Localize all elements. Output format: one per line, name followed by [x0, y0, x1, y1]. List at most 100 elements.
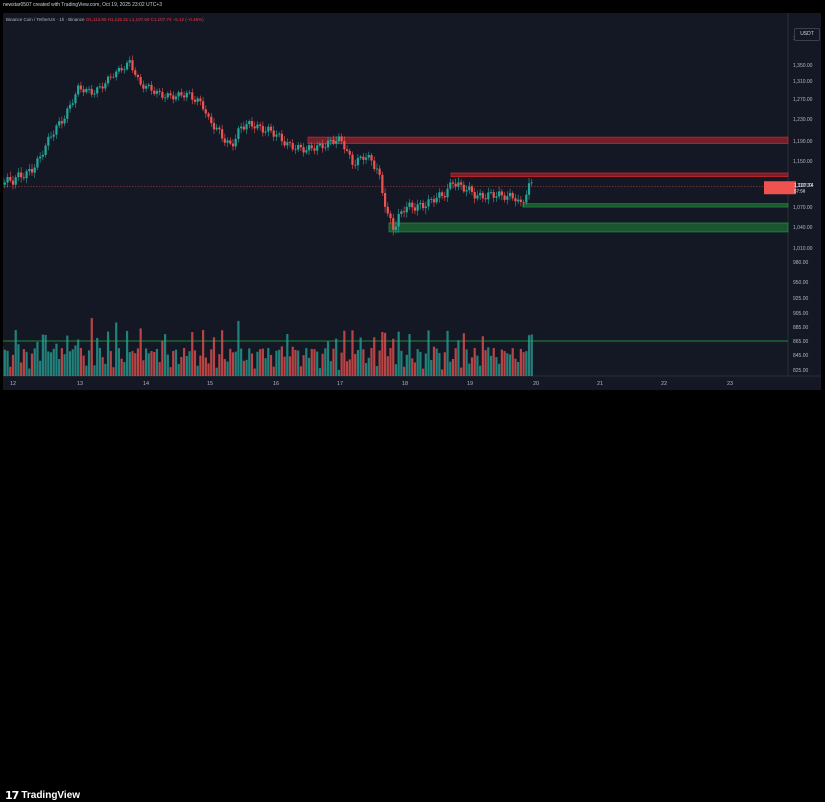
candle-body	[376, 169, 378, 170]
price-tick-label: 925.00	[793, 296, 809, 302]
candle-body	[210, 117, 212, 123]
candle-body	[520, 200, 522, 202]
chart-panel[interactable]: 1,400.001,350.001,310.001,270.001,230.00…	[3, 13, 821, 390]
candle-body	[495, 196, 497, 197]
candle-body	[324, 147, 326, 148]
candle-body	[406, 207, 408, 212]
candle-body	[6, 177, 8, 183]
candle-body	[384, 193, 386, 207]
price-unit-button[interactable]: USDT	[794, 28, 820, 41]
candle-body	[17, 172, 19, 177]
resistance-zone	[451, 173, 788, 177]
candle-body	[286, 142, 288, 145]
candle-body	[53, 135, 55, 137]
volume-bar	[88, 350, 90, 376]
price-tick-label: 845.00	[793, 353, 809, 359]
candlestick-chart[interactable]: 1,400.001,350.001,310.001,270.001,230.00…	[3, 13, 821, 390]
volume-bar	[360, 337, 362, 376]
volume-bar	[221, 330, 223, 376]
volume-bar	[237, 321, 239, 376]
candle-body	[183, 95, 185, 97]
candle-body	[487, 192, 489, 199]
candle-body	[338, 136, 340, 141]
volume-bar	[55, 344, 57, 376]
resistance-zone	[308, 137, 788, 143]
candle-body	[169, 93, 171, 95]
candle-body	[74, 94, 76, 103]
candle-body	[292, 143, 294, 149]
volume-bar	[17, 344, 19, 376]
volume-bar	[465, 349, 467, 376]
volume-bar	[175, 350, 177, 376]
volume-bar	[343, 331, 345, 376]
volume-bar	[357, 350, 359, 376]
candle-body	[102, 86, 104, 88]
candle-body	[259, 125, 261, 126]
candle-body	[145, 86, 147, 89]
candle-body	[327, 141, 329, 148]
volume-bar	[224, 359, 226, 376]
volume-bar	[398, 332, 400, 376]
volume-bar	[487, 347, 489, 376]
volume-bar	[490, 356, 492, 376]
candle-body	[433, 199, 435, 202]
candle-body	[224, 139, 226, 143]
candle-body	[121, 68, 123, 70]
candle-body	[468, 186, 470, 190]
volume-bar	[463, 333, 465, 376]
volume-bar	[498, 364, 500, 376]
volume-bar	[430, 360, 432, 376]
candle-body	[36, 158, 38, 167]
candle-body	[140, 77, 142, 85]
candle-body	[31, 169, 33, 173]
volume-bar	[368, 358, 370, 376]
volume-bar	[167, 355, 169, 376]
volume-bar	[91, 318, 93, 376]
candle-body	[50, 137, 52, 138]
volume-bar	[373, 337, 375, 376]
volume-bar	[452, 359, 454, 376]
volume-bar	[248, 348, 250, 376]
candle-body	[110, 77, 112, 78]
volume-bar	[164, 334, 166, 376]
candle-body	[362, 157, 364, 160]
volume-bar	[479, 366, 481, 376]
volume-bar	[112, 367, 114, 376]
candle-body	[66, 109, 68, 119]
volume-bar	[47, 352, 49, 376]
candle-body	[207, 113, 209, 116]
candle-body	[452, 182, 454, 183]
price-tick-label: 950.00	[793, 280, 809, 286]
volume-bar	[322, 354, 324, 376]
candle-body	[256, 125, 258, 129]
volume-bar	[381, 332, 383, 376]
candle-body	[403, 211, 405, 212]
volume-bar	[270, 355, 272, 376]
volume-bar	[226, 362, 228, 376]
volume-bar	[126, 331, 128, 376]
candle-body	[490, 192, 492, 193]
candle-body	[58, 121, 60, 125]
volume-bar	[289, 356, 291, 376]
volume-bar	[300, 366, 302, 376]
volume-bar	[42, 335, 44, 376]
volume-bar	[297, 351, 299, 376]
candle-body	[457, 182, 459, 186]
volume-bar	[96, 338, 98, 376]
candle-body	[164, 98, 166, 99]
candle-body	[213, 123, 215, 129]
volume-bar	[121, 359, 123, 376]
volume-bar	[365, 363, 367, 376]
candle-body	[503, 195, 505, 200]
volume-bar	[25, 352, 27, 376]
volume-bar	[308, 358, 310, 376]
volume-bar	[159, 362, 161, 376]
bar-countdown: 57:58	[794, 189, 806, 194]
candle-body	[218, 128, 220, 130]
volume-bar	[210, 349, 212, 376]
candle-body	[129, 60, 131, 63]
volume-bar	[186, 356, 188, 376]
candle-body	[501, 191, 503, 195]
tradingview-logo[interactable]: 17 TradingView	[5, 789, 80, 802]
volume-bar	[408, 334, 410, 376]
